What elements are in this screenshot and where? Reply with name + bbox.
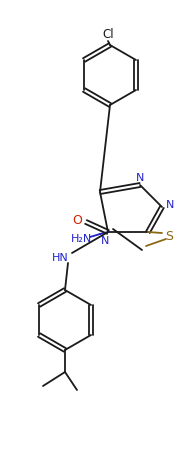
Text: N: N	[166, 200, 174, 210]
Text: Cl: Cl	[102, 28, 114, 41]
Text: O: O	[72, 215, 82, 228]
Text: N: N	[136, 173, 144, 183]
Text: HN: HN	[52, 253, 68, 263]
Text: N: N	[101, 236, 109, 246]
Text: S: S	[165, 230, 173, 243]
Text: H₂N: H₂N	[71, 234, 93, 244]
